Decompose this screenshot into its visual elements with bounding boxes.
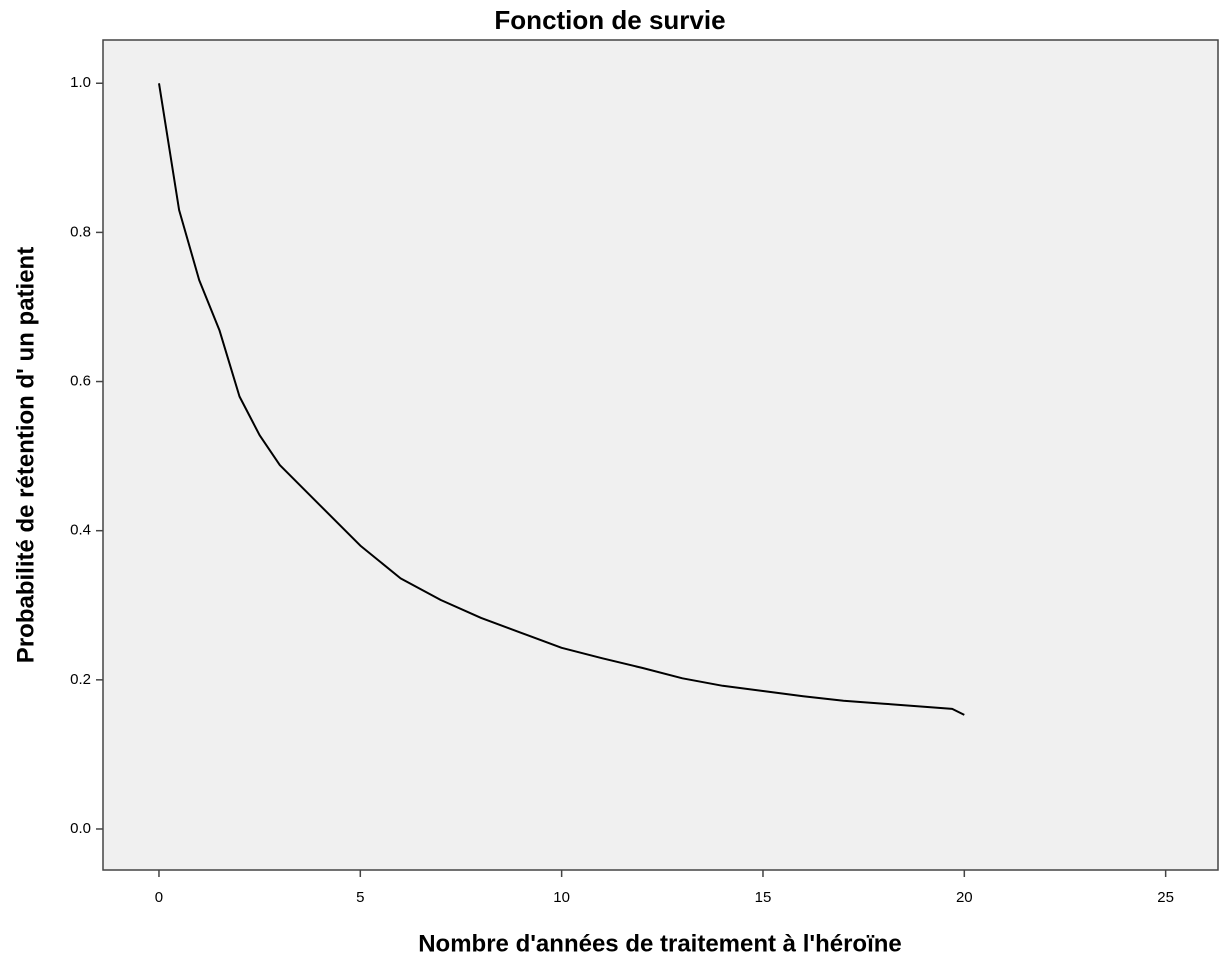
y-axis-label: Probabilité de rétention d' un patient	[12, 247, 39, 663]
x-tick-label: 25	[1157, 889, 1174, 906]
y-tick-label: 1.0	[70, 74, 91, 91]
x-tick-label: 15	[755, 889, 772, 906]
x-tick-label: 20	[956, 889, 973, 906]
chart-title: Fonction de survie	[494, 5, 725, 35]
y-tick-label: 0.6	[70, 373, 91, 390]
survival-line	[158, 83, 965, 716]
plot-area	[102, 39, 1219, 871]
x-axis-label: Nombre d'années de traitement à l'héroïn…	[418, 930, 902, 957]
y-tick-label: 0.0	[70, 820, 91, 837]
x-tick-label: 10	[553, 889, 570, 906]
y-tick-label: 0.8	[70, 223, 91, 240]
y-tick-label: 0.2	[70, 671, 91, 688]
y-tick-label: 0.4	[70, 522, 91, 539]
x-tick-label: 5	[356, 889, 364, 906]
x-tick-label: 0	[155, 889, 163, 906]
